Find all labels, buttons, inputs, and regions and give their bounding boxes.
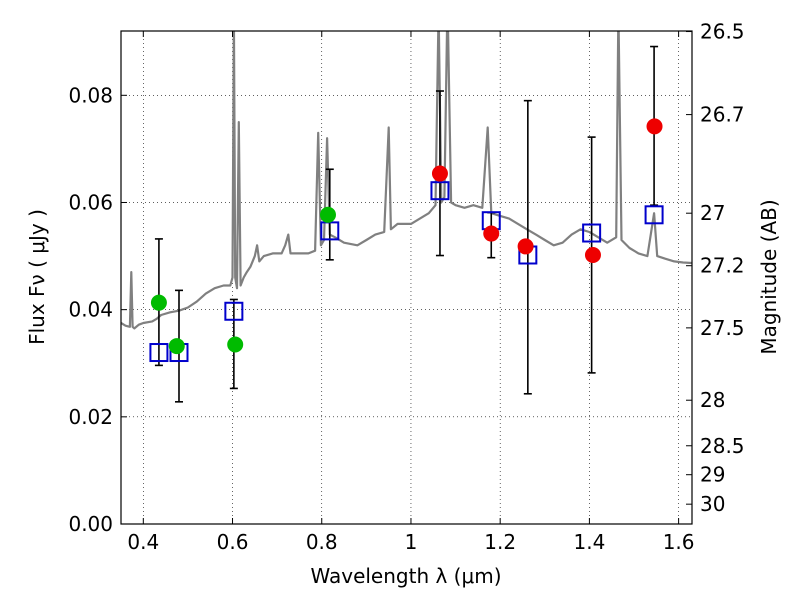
model-square-point bbox=[224, 301, 244, 321]
x-tick-label: 0.8 bbox=[306, 530, 338, 554]
spectrum-line bbox=[121, 31, 692, 330]
y-tick-label: 0.06 bbox=[68, 190, 113, 214]
x-tick-label: 1.6 bbox=[663, 530, 695, 554]
model-square-point bbox=[582, 223, 602, 243]
plot-area bbox=[121, 31, 692, 403]
x-tick-label: 1.4 bbox=[573, 530, 605, 554]
y2-tick-label: 27 bbox=[700, 201, 725, 225]
y2-tick-label: 27.2 bbox=[700, 254, 745, 278]
red-data-point bbox=[431, 165, 448, 182]
green-data-point bbox=[150, 294, 167, 311]
x-axis-label: Wavelength λ (μm) bbox=[310, 564, 501, 588]
red-data-point bbox=[517, 238, 534, 255]
x-tick-label: 0.4 bbox=[127, 530, 159, 554]
model-square-point bbox=[644, 205, 664, 225]
model-square-point bbox=[149, 343, 169, 363]
y-tick-label: 0.02 bbox=[68, 405, 113, 429]
plot-frame bbox=[120, 30, 693, 525]
green-data-point bbox=[227, 336, 244, 353]
y-tick-label: 0.00 bbox=[68, 512, 113, 536]
y-tick-label: 0.08 bbox=[68, 83, 113, 107]
y2-tick-label: 27.5 bbox=[700, 316, 745, 340]
x-tick-label: 0.6 bbox=[217, 530, 249, 554]
green-data-point bbox=[319, 206, 336, 223]
red-data-point bbox=[483, 225, 500, 242]
y2-tick-label: 28.5 bbox=[700, 434, 745, 458]
y2-tick-label: 29 bbox=[700, 463, 725, 487]
red-data-point bbox=[646, 118, 663, 135]
x-tick-label: 1.2 bbox=[484, 530, 516, 554]
y-tick-label: 0.04 bbox=[68, 298, 113, 322]
y2-tick-label: 26.5 bbox=[700, 20, 745, 44]
y2-tick-label: 26.7 bbox=[700, 103, 745, 127]
x-tick-label: 1 bbox=[405, 530, 418, 554]
axis-ticks: 0.4 0.6 0.8 1 1.2 1.4 1.6 0.00 0.02 0.04 0.06 0.08 2… bbox=[68, 20, 744, 554]
red-data-point bbox=[584, 246, 601, 263]
y2-axis-label: Magnitude (AB) bbox=[757, 199, 781, 354]
green-data-point bbox=[168, 338, 185, 355]
y2-tick-label: 28 bbox=[700, 388, 725, 412]
model-square-point bbox=[430, 181, 450, 201]
y-axis-label: Flux Fν ( μJy ) bbox=[25, 209, 49, 345]
y2-tick-label: 30 bbox=[700, 492, 725, 516]
